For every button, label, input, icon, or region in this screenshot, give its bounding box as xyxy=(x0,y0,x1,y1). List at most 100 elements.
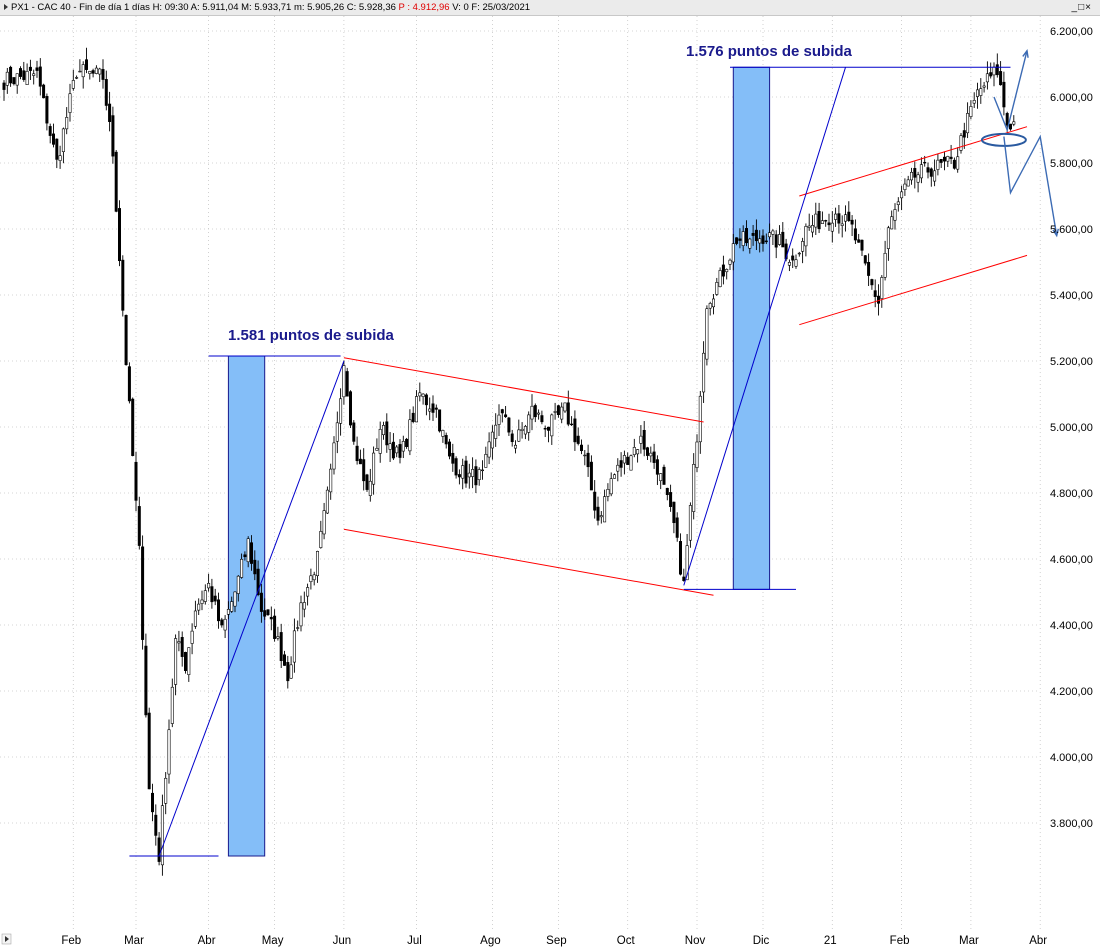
candle xyxy=(467,463,471,489)
candle-body xyxy=(81,64,85,78)
candle-body xyxy=(329,468,333,493)
candle-body xyxy=(609,478,613,495)
candle xyxy=(530,394,534,431)
candle-body xyxy=(457,474,461,478)
candle xyxy=(292,618,296,673)
candle-body xyxy=(824,220,828,222)
candle-body xyxy=(246,538,250,563)
candle xyxy=(1012,115,1016,127)
candle xyxy=(223,615,227,638)
candle-body xyxy=(619,460,623,468)
candle xyxy=(761,229,765,252)
candle-body xyxy=(121,259,125,311)
candle xyxy=(487,432,491,465)
candle-body xyxy=(480,469,484,472)
minimize-icon[interactable]: _ xyxy=(1071,2,1079,13)
candle xyxy=(682,568,686,582)
candle xyxy=(916,171,920,193)
candle-body xyxy=(372,452,376,485)
candle-body xyxy=(12,77,16,85)
x-tick-label: Sep xyxy=(546,935,566,947)
candle-body xyxy=(174,638,178,685)
candle-body xyxy=(134,461,138,501)
candle xyxy=(735,237,739,246)
candle-body xyxy=(375,448,379,451)
candle-body xyxy=(754,229,758,242)
candle-body xyxy=(58,155,62,161)
candle xyxy=(296,620,300,632)
candle-body xyxy=(665,487,669,495)
candle-body xyxy=(721,264,725,277)
p-value: P : 4.912,96 xyxy=(398,2,450,13)
candle-body xyxy=(817,211,821,230)
candle xyxy=(642,421,646,457)
x-tick-label: 21 xyxy=(824,935,837,947)
close-icon[interactable]: × xyxy=(1085,2,1092,13)
candle-body xyxy=(510,433,514,443)
candle xyxy=(203,584,207,605)
candle xyxy=(226,601,230,620)
candle-body xyxy=(15,73,19,86)
candle xyxy=(695,434,699,472)
candle xyxy=(233,591,237,613)
candle xyxy=(411,406,415,424)
candle xyxy=(91,68,95,78)
candle xyxy=(804,223,808,257)
candle xyxy=(936,153,940,176)
candle xyxy=(840,215,844,238)
candle-body xyxy=(368,480,372,496)
candle-body xyxy=(61,128,65,152)
candle xyxy=(962,122,966,149)
candle xyxy=(669,484,673,512)
maximize-icon[interactable]: □ xyxy=(1078,2,1086,13)
candle-body xyxy=(154,814,158,836)
candle xyxy=(38,58,42,96)
price-chart[interactable]: 1.581 puntos de subida 1.576 puntos de s… xyxy=(0,16,1100,947)
candle xyxy=(540,410,544,425)
candle xyxy=(863,255,867,266)
x-tick-label: Dic xyxy=(753,935,770,947)
candle-body xyxy=(151,792,155,813)
play-icon[interactable] xyxy=(4,4,8,10)
candle-body xyxy=(78,70,82,73)
candle-body xyxy=(428,408,432,412)
candle-body xyxy=(952,159,956,169)
candle xyxy=(5,67,9,94)
candle-body xyxy=(388,443,392,450)
candle xyxy=(593,480,597,519)
candle xyxy=(754,219,758,251)
candle xyxy=(939,159,943,168)
candle-body xyxy=(764,240,768,243)
window-controls: _□× xyxy=(1072,0,1092,15)
candle xyxy=(853,219,857,245)
candle-body xyxy=(731,243,735,263)
candle xyxy=(187,647,191,682)
candle-body xyxy=(794,259,798,267)
candle xyxy=(883,240,887,281)
candle xyxy=(758,230,762,253)
candle-body xyxy=(180,637,184,657)
projection-path xyxy=(1003,134,1058,236)
x-tick-label: May xyxy=(262,935,284,947)
candle xyxy=(999,61,1003,86)
candle-body xyxy=(362,459,366,482)
candle-body xyxy=(467,472,471,478)
y-tick-label: 4.800,00 xyxy=(1050,488,1093,500)
scroll-left-control[interactable] xyxy=(1,933,12,945)
candle xyxy=(315,550,319,583)
candle xyxy=(243,551,247,561)
candle xyxy=(903,178,907,196)
candle xyxy=(596,496,600,526)
candle-body xyxy=(296,627,300,629)
candle-body xyxy=(995,64,999,76)
candle xyxy=(428,397,432,421)
candle xyxy=(454,456,458,479)
candle xyxy=(457,469,461,485)
candle-body xyxy=(847,211,851,221)
candle xyxy=(51,123,55,148)
candle-body xyxy=(471,469,475,477)
candle-body xyxy=(867,261,871,276)
candle xyxy=(579,439,583,455)
candle-body xyxy=(652,451,656,463)
channel-line xyxy=(799,126,1028,197)
